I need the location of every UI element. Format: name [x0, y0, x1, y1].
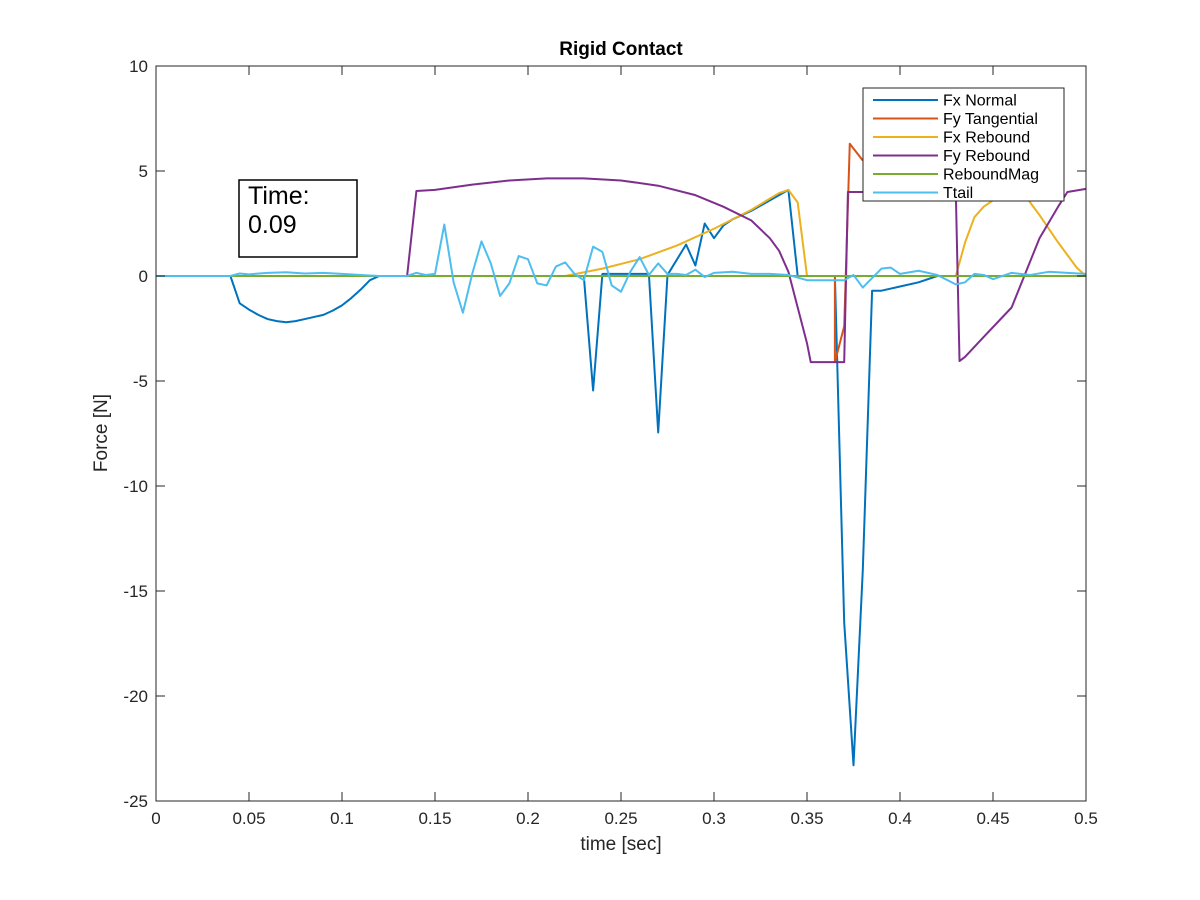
x-tick-label: 0.45 — [976, 809, 1009, 828]
series-line-ttail — [156, 223, 1087, 314]
x-tick-label: 0 — [151, 809, 160, 828]
x-tick-label: 0.4 — [888, 809, 912, 828]
x-tick-label: 0.35 — [790, 809, 823, 828]
legend-box — [862, 87, 1065, 202]
y-tick-label: 0 — [139, 267, 148, 286]
series-layer — [156, 142, 1087, 767]
legend-label: Fy Rebound — [943, 148, 1030, 165]
y-tick-label: -25 — [123, 792, 148, 811]
legend-label: ReboundMag — [943, 167, 1039, 184]
x-tick-label: 0.25 — [604, 809, 637, 828]
y-tick-label: -15 — [123, 582, 148, 601]
legend-label: Fx Rebound — [943, 130, 1030, 147]
tick-labels: 0 0.05 0.1 0.15 0.2 0.25 0.3 0.35 0.4 0.45 0.5 -25 -… — [123, 57, 1097, 828]
x-axis-label: time [sec] — [580, 834, 661, 855]
y-tick-label: -20 — [123, 687, 148, 706]
ticks-layer — [155, 65, 1087, 802]
annotation-line-1: Time: — [248, 182, 310, 210]
x-tick-label: 0.1 — [330, 809, 354, 828]
legend-label: Fx Normal — [943, 93, 1017, 110]
y-axis-label: Force [N] — [91, 394, 112, 472]
time-annotation: Time: 0.09 — [238, 179, 358, 258]
y-tick-label: -10 — [123, 477, 148, 496]
chart-title: Rigid Contact — [559, 39, 683, 60]
x-tick-label: 0.05 — [232, 809, 265, 828]
x-tick-label: 0.5 — [1074, 809, 1098, 828]
annotation-line-2: 0.09 — [248, 211, 297, 239]
y-tick-label: -5 — [133, 372, 148, 391]
annotation-box — [238, 179, 358, 258]
x-tick-label: 0.15 — [418, 809, 451, 828]
series-line-fx-normal — [156, 188, 1086, 767]
legend-label: Ttail — [943, 185, 973, 202]
y-tick-label: 10 — [129, 57, 148, 76]
legend-label: Fy Tangential — [943, 111, 1038, 128]
x-tick-label: 0.2 — [516, 809, 540, 828]
x-tick-label: 0.3 — [702, 809, 726, 828]
y-tick-label: 5 — [139, 162, 148, 181]
series-line-fy-rebound — [156, 177, 1087, 364]
